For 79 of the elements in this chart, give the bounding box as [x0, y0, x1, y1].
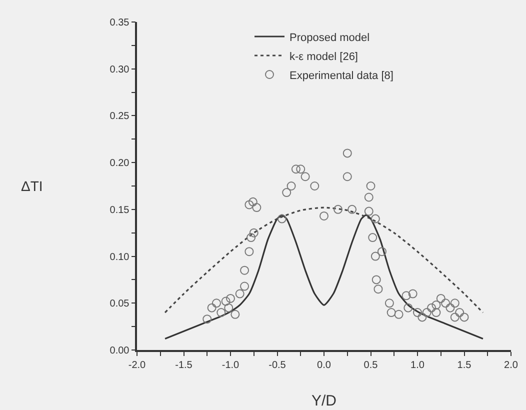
point: [212, 298, 221, 308]
point: [342, 148, 352, 158]
point: [286, 182, 296, 190]
point: [248, 197, 258, 206]
point: [377, 247, 386, 256]
legend-label: Proposed model: [290, 32, 370, 44]
point: [342, 172, 352, 182]
point: [446, 303, 455, 312]
point: [386, 308, 396, 318]
point: [394, 310, 404, 319]
x-tick-label: 0.0: [317, 360, 332, 371]
y-tick-label: 0.05: [110, 298, 130, 310]
x-tick-label: -2.0: [128, 360, 146, 371]
point: [230, 310, 240, 319]
point: [207, 303, 216, 312]
point: [277, 214, 286, 224]
point: [244, 200, 254, 210]
point: [348, 204, 357, 214]
point: [432, 300, 441, 310]
point: [370, 214, 380, 224]
point: [246, 233, 256, 242]
point: [282, 188, 292, 198]
point: [374, 284, 383, 294]
point: [384, 298, 394, 308]
x-tick-label: 2.0: [504, 360, 518, 371]
point: [235, 289, 244, 298]
point: [418, 312, 427, 322]
y-tick-label: 0.15: [110, 204, 130, 216]
x-tick-label: -1.0: [222, 360, 240, 371]
point: [296, 164, 306, 174]
point: [364, 206, 374, 216]
point: [224, 303, 234, 312]
point: [402, 291, 411, 300]
point: [240, 266, 250, 275]
point: [450, 312, 460, 322]
y-tick-label: 0.10: [110, 252, 130, 263]
y-axis-title: ΔTI: [21, 178, 43, 194]
point: [249, 228, 258, 238]
x-tick-label: 1.5: [457, 360, 472, 371]
point: [221, 296, 230, 306]
point: [408, 289, 418, 298]
point: [368, 233, 378, 242]
y-tick-label: 0.25: [110, 111, 130, 122]
x-tick-label: 0.5: [364, 360, 378, 371]
point: [244, 247, 254, 256]
point: [413, 308, 422, 318]
point: [300, 172, 310, 182]
point: [364, 192, 374, 202]
point: [427, 303, 436, 312]
point: [404, 303, 413, 312]
point: [240, 282, 250, 291]
point: [441, 298, 450, 308]
point: [432, 308, 441, 318]
legend-label: k-ε model [26]: [290, 50, 358, 63]
point: [370, 252, 380, 261]
legend-label: Experimental data [8]: [290, 70, 394, 82]
point: [320, 211, 328, 220]
y-tick-label: 0.20: [110, 158, 130, 170]
x-tick-label: -0.5: [268, 360, 286, 371]
point: [372, 275, 381, 284]
point: [334, 204, 343, 214]
point: [422, 308, 432, 318]
point: [460, 312, 469, 322]
x-tick-label: 1.0: [410, 360, 425, 371]
point: [252, 203, 262, 212]
point: [436, 294, 446, 303]
y-tick-label: 0.35: [110, 18, 130, 28]
x-axis-title: Y/D: [311, 392, 337, 410]
point: [291, 164, 300, 174]
y-tick-label: 0.30: [110, 64, 130, 76]
x-tick-label: -1.5: [175, 360, 193, 371]
point: [226, 294, 235, 303]
point: [455, 308, 464, 318]
point: [310, 182, 320, 190]
point: [216, 308, 226, 318]
point: [202, 314, 212, 324]
point: [366, 182, 376, 190]
point: [450, 298, 460, 308]
y-tick-label: 0.00: [110, 346, 130, 356]
